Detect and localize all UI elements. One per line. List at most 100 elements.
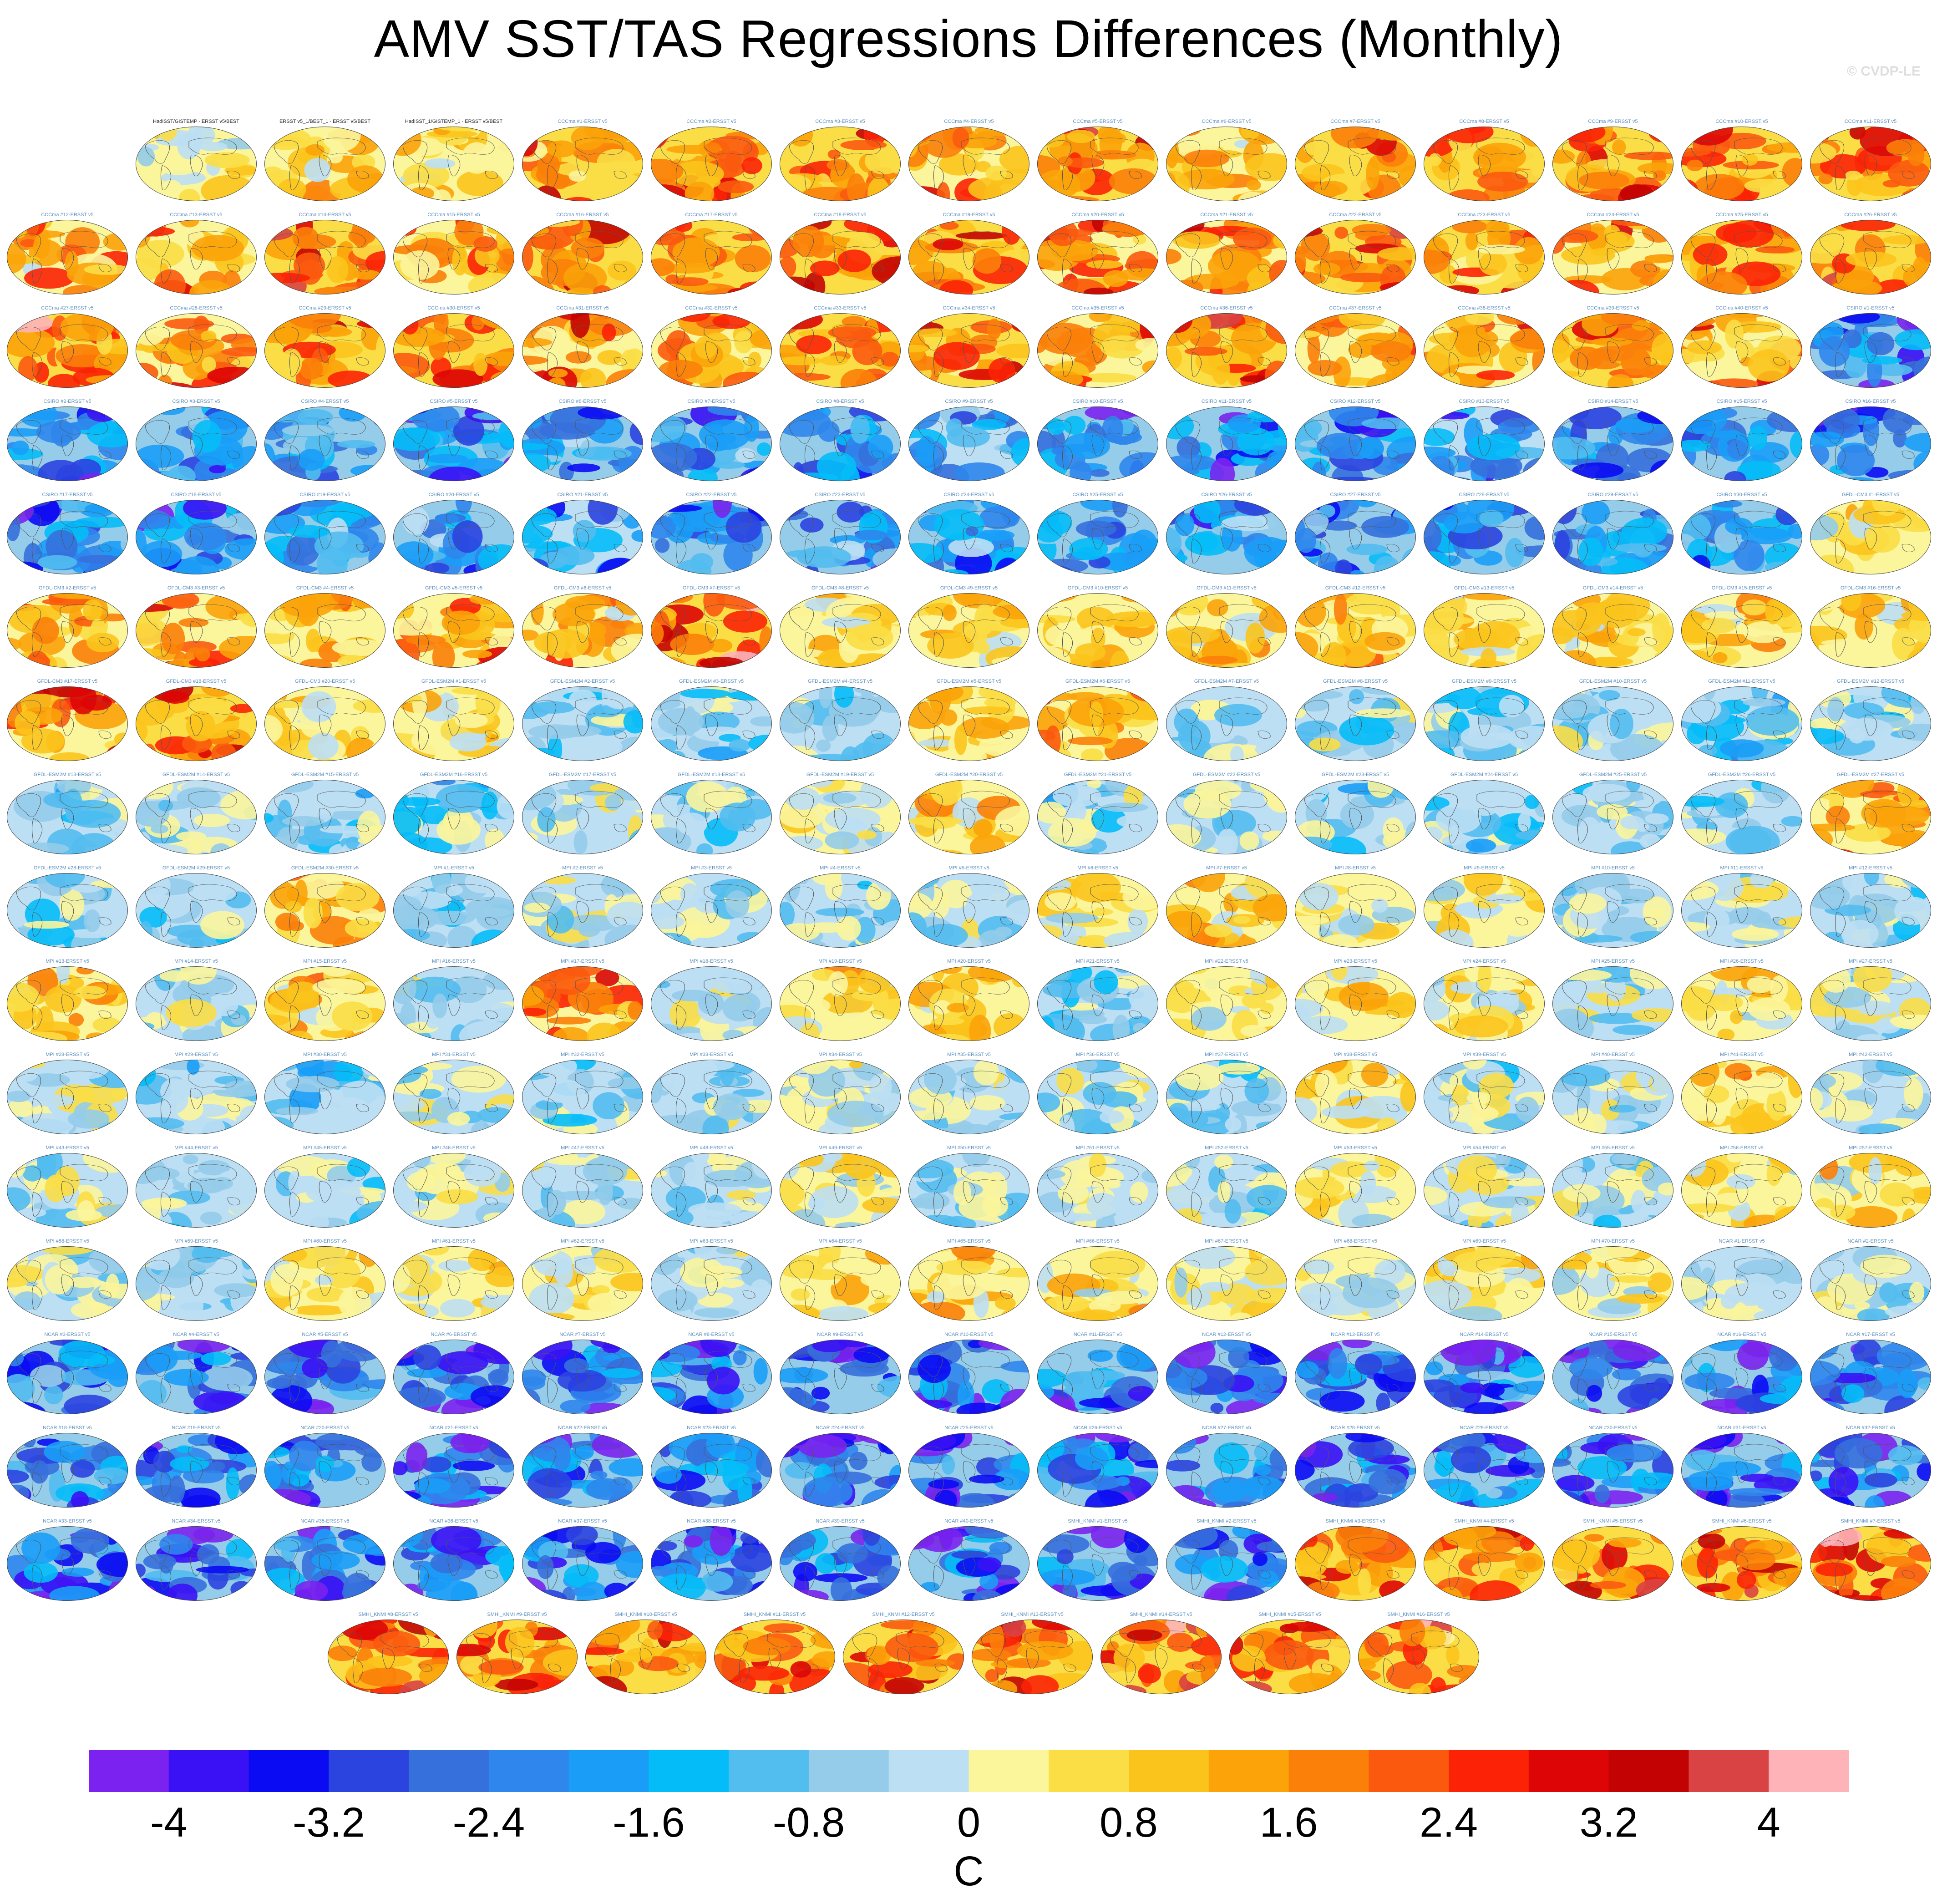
anomaly-blob [828, 150, 841, 159]
map-panel: GFDL-ESM2M #6-ERSST v5 [1014, 679, 1171, 772]
anomaly-blob [491, 380, 530, 390]
map-panel: CCCma #13-ERSST v5 [120, 206, 257, 308]
panel-title: MPI #7-ERSST v5 [1206, 865, 1247, 871]
anomaly-blob [647, 914, 685, 929]
anomaly-blob [472, 412, 511, 420]
panel-title: GFDL-CM3 #15-ERSST v5 [1712, 585, 1772, 591]
map-field [888, 313, 1044, 393]
anomaly-blob [1081, 748, 1103, 762]
map-field [1529, 685, 1699, 773]
map-panel: CCCma #10-ERSST v5 [1663, 113, 1826, 210]
anomaly-blob [479, 301, 531, 330]
map-field [123, 957, 274, 1049]
anomaly-blob [761, 487, 806, 518]
panel-title: GFDL-CM3 #17-ERSST v5 [37, 679, 97, 684]
anomaly-blob [1785, 215, 1815, 224]
map-panel: CCCma #30-ERSST v5 [371, 301, 532, 394]
anomaly-blob [340, 619, 376, 637]
anomaly-blob [1388, 751, 1439, 766]
anomaly-blob [642, 621, 664, 646]
anomaly-blob [1481, 648, 1496, 668]
map-panel: GFDL-CM3 #14-ERSST v5 [1530, 585, 1687, 679]
anomaly-blob [571, 126, 604, 150]
anomaly-blob [774, 310, 823, 329]
map-field [636, 117, 773, 213]
anomaly-blob [946, 418, 963, 437]
anomaly-blob [1240, 832, 1259, 851]
anomaly-blob [966, 526, 979, 536]
map-panel: CSIRO #23-ERSST v5 [761, 487, 920, 584]
panel-title: MPI #6-ERSST v5 [1077, 865, 1118, 871]
anomaly-blob [1465, 309, 1495, 325]
map-field [241, 578, 391, 677]
anomaly-blob [1084, 288, 1113, 298]
anomaly-blob [259, 655, 296, 677]
anomaly-blob [718, 180, 754, 193]
panel-title: GFDL-ESM2M #17-ERSST v5 [549, 772, 616, 777]
map-panel: CCCma #1-ERSST v5 [505, 115, 662, 217]
anomaly-blob [1303, 691, 1343, 699]
panel-title: CSIRO #23-ERSST v5 [815, 492, 865, 498]
anomaly-blob [695, 336, 717, 359]
map-panel: CCCma #20-ERSST v5 [1022, 209, 1180, 306]
anomaly-blob [388, 310, 401, 323]
anomaly-blob [338, 655, 367, 668]
anomaly-blob [1917, 509, 1935, 519]
anomaly-blob [913, 328, 957, 337]
anomaly-blob [396, 221, 416, 236]
anomaly-blob [1643, 897, 1672, 928]
map-field [1789, 394, 1937, 484]
anomaly-blob [178, 618, 208, 627]
anomaly-blob [674, 219, 692, 232]
anomaly-blob [1841, 920, 1879, 947]
anomaly-blob [1313, 263, 1340, 275]
panel-title: CCCma #9-ERSST v5 [1588, 119, 1638, 124]
anomaly-blob [1318, 553, 1338, 575]
map-panel: MPI #17-ERSST v5 [502, 955, 659, 1055]
anomaly-blob [115, 469, 169, 492]
anomaly-blob [614, 787, 652, 801]
anomaly-blob [242, 372, 261, 382]
map-panel: GFDL-ESM2M #12-ERSST v5 [1795, 672, 1937, 766]
panel-title: CSIRO #18-ERSST v5 [171, 492, 221, 498]
anomaly-blob [189, 280, 233, 306]
panel-title: CCCma #39-ERSST v5 [1587, 305, 1639, 311]
anomaly-blob [777, 649, 826, 658]
anomaly-blob [1485, 894, 1524, 904]
map-panel: CCCma #3-ERSST v5 [764, 114, 914, 216]
map-panel: CCCma #36-ERSST v5 [1147, 300, 1308, 398]
anomaly-blob [1504, 418, 1533, 427]
panel-title: CSIRO #6-ERSST v5 [559, 399, 607, 404]
map-field [0, 958, 130, 1046]
anomaly-blob [1238, 192, 1267, 209]
anomaly-blob [1388, 775, 1432, 800]
anomaly-blob [122, 652, 152, 674]
map-field [510, 873, 663, 960]
map-panel: HadISST/GISTEMP - ERSST v5/BEST [114, 116, 274, 207]
anomaly-blob [401, 314, 418, 335]
anomaly-blob [973, 819, 993, 837]
anomaly-blob [1650, 460, 1683, 483]
map-field [1544, 212, 1697, 306]
anomaly-blob [930, 773, 963, 806]
anomaly-blob [1839, 718, 1893, 741]
map-field [115, 397, 269, 492]
anomaly-blob [392, 929, 430, 942]
panel-title: GFDL-CM3 #2-ERSST v5 [39, 585, 96, 591]
anomaly-blob [1334, 594, 1347, 625]
anomaly-blob [1349, 689, 1364, 704]
anomaly-blob [403, 403, 428, 414]
anomaly-blob [387, 832, 427, 857]
anomaly-blob [1727, 440, 1747, 460]
anomaly-blob [1154, 824, 1201, 850]
anomaly-blob [84, 264, 129, 275]
map-panel: CCCma #25-ERSST v5 [1666, 209, 1815, 302]
panel-title: GFDL-ESM2M #24-ERSST v5 [1450, 772, 1518, 777]
anomaly-blob [1837, 445, 1875, 476]
anomaly-blob [759, 626, 773, 658]
anomaly-blob [1067, 130, 1095, 143]
anomaly-blob [1525, 515, 1556, 540]
anomaly-blob [345, 919, 378, 938]
anomaly-blob [473, 236, 497, 252]
map-field [382, 593, 534, 673]
